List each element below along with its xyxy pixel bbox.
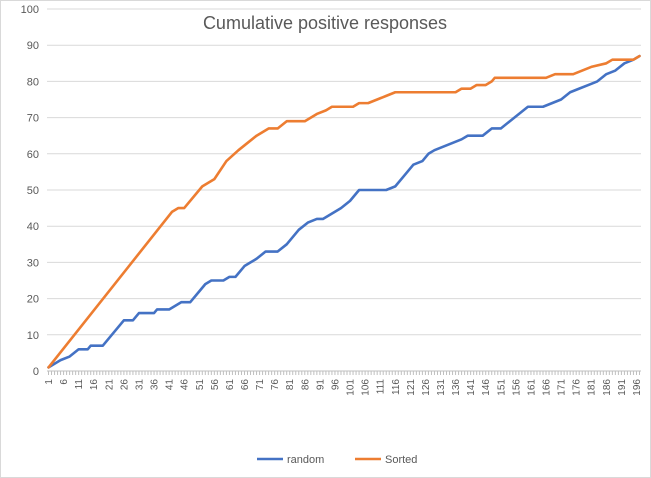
x-tick-label: 121 xyxy=(406,379,417,396)
y-tick-label: 10 xyxy=(27,330,39,342)
x-tick-label: 36 xyxy=(150,379,161,391)
plot-lines xyxy=(47,54,641,369)
x-tick-label: 146 xyxy=(481,379,492,396)
y-tick-label: 50 xyxy=(27,185,39,197)
x-tick-label: 56 xyxy=(210,379,221,391)
x-tick-label: 6 xyxy=(59,379,70,385)
y-tick-label: 0 xyxy=(33,366,39,378)
x-tick-label: 16 xyxy=(89,379,100,391)
x-axis: 1 6 11 16 21 26 31 36 41 46 51 56 61 66 71 76 81 86 91 96 10… xyxy=(44,371,643,396)
y-tick-label: 60 xyxy=(27,149,39,161)
x-tick-label: 196 xyxy=(632,379,643,396)
x-tick-label: 106 xyxy=(361,379,372,396)
series-line-random xyxy=(47,54,641,369)
x-tick-label: 166 xyxy=(542,379,553,396)
y-tick-label: 20 xyxy=(27,294,39,306)
x-tick-label: 141 xyxy=(466,379,477,396)
series-line-sorted xyxy=(47,54,641,369)
x-tick-label: 176 xyxy=(572,379,583,396)
y-tick-label: 90 xyxy=(27,40,39,52)
x-tick-label: 111 xyxy=(376,379,387,395)
x-tick-label: 156 xyxy=(511,379,522,396)
x-tick-label: 126 xyxy=(421,379,432,396)
x-tick-label: 186 xyxy=(602,379,613,396)
x-tick-label: 171 xyxy=(557,379,568,396)
y-tick-label: 80 xyxy=(27,76,39,88)
x-tick-label: 71 xyxy=(255,379,266,391)
x-tick-label: 116 xyxy=(391,379,402,395)
legend-label-random: random xyxy=(287,454,324,466)
x-tick-label: 51 xyxy=(195,379,206,391)
x-tick-label: 91 xyxy=(315,379,326,391)
x-tick-label: 191 xyxy=(617,379,628,396)
x-tick-label: 11 xyxy=(74,379,85,390)
x-tick-label: 101 xyxy=(346,379,357,396)
x-tick-label: 161 xyxy=(526,379,537,396)
legend-label-sorted: Sorted xyxy=(385,454,417,466)
x-tick-label: 61 xyxy=(225,379,236,391)
y-axis-ticks: 0 10 20 30 40 50 60 70 80 90 100 xyxy=(21,4,39,378)
x-tick-label: 81 xyxy=(285,379,296,391)
legend: random Sorted xyxy=(257,454,417,466)
grid-lines xyxy=(47,8,641,372)
x-tick-label: 86 xyxy=(300,379,311,391)
y-tick-label: 70 xyxy=(27,113,39,125)
y-tick-label: 30 xyxy=(27,257,39,269)
x-tick-label: 46 xyxy=(180,379,191,391)
x-tick-label: 21 xyxy=(104,379,115,391)
x-tick-label: 136 xyxy=(451,379,462,396)
x-tick-label: 76 xyxy=(270,379,281,391)
x-tick-label: 96 xyxy=(330,379,341,391)
y-tick-label: 100 xyxy=(21,4,39,16)
x-tick-label: 41 xyxy=(165,379,176,391)
chart-title: Cumulative positive responses xyxy=(203,13,447,33)
y-tick-label: 40 xyxy=(27,221,39,233)
x-tick-label: 31 xyxy=(134,379,145,391)
x-tick-label: 1 xyxy=(44,379,55,385)
x-tick-label: 181 xyxy=(587,379,598,396)
x-tick-label: 66 xyxy=(240,379,251,391)
x-tick-label: 131 xyxy=(436,379,447,396)
x-tick-label: 151 xyxy=(496,379,507,396)
x-tick-label: 26 xyxy=(119,379,130,391)
